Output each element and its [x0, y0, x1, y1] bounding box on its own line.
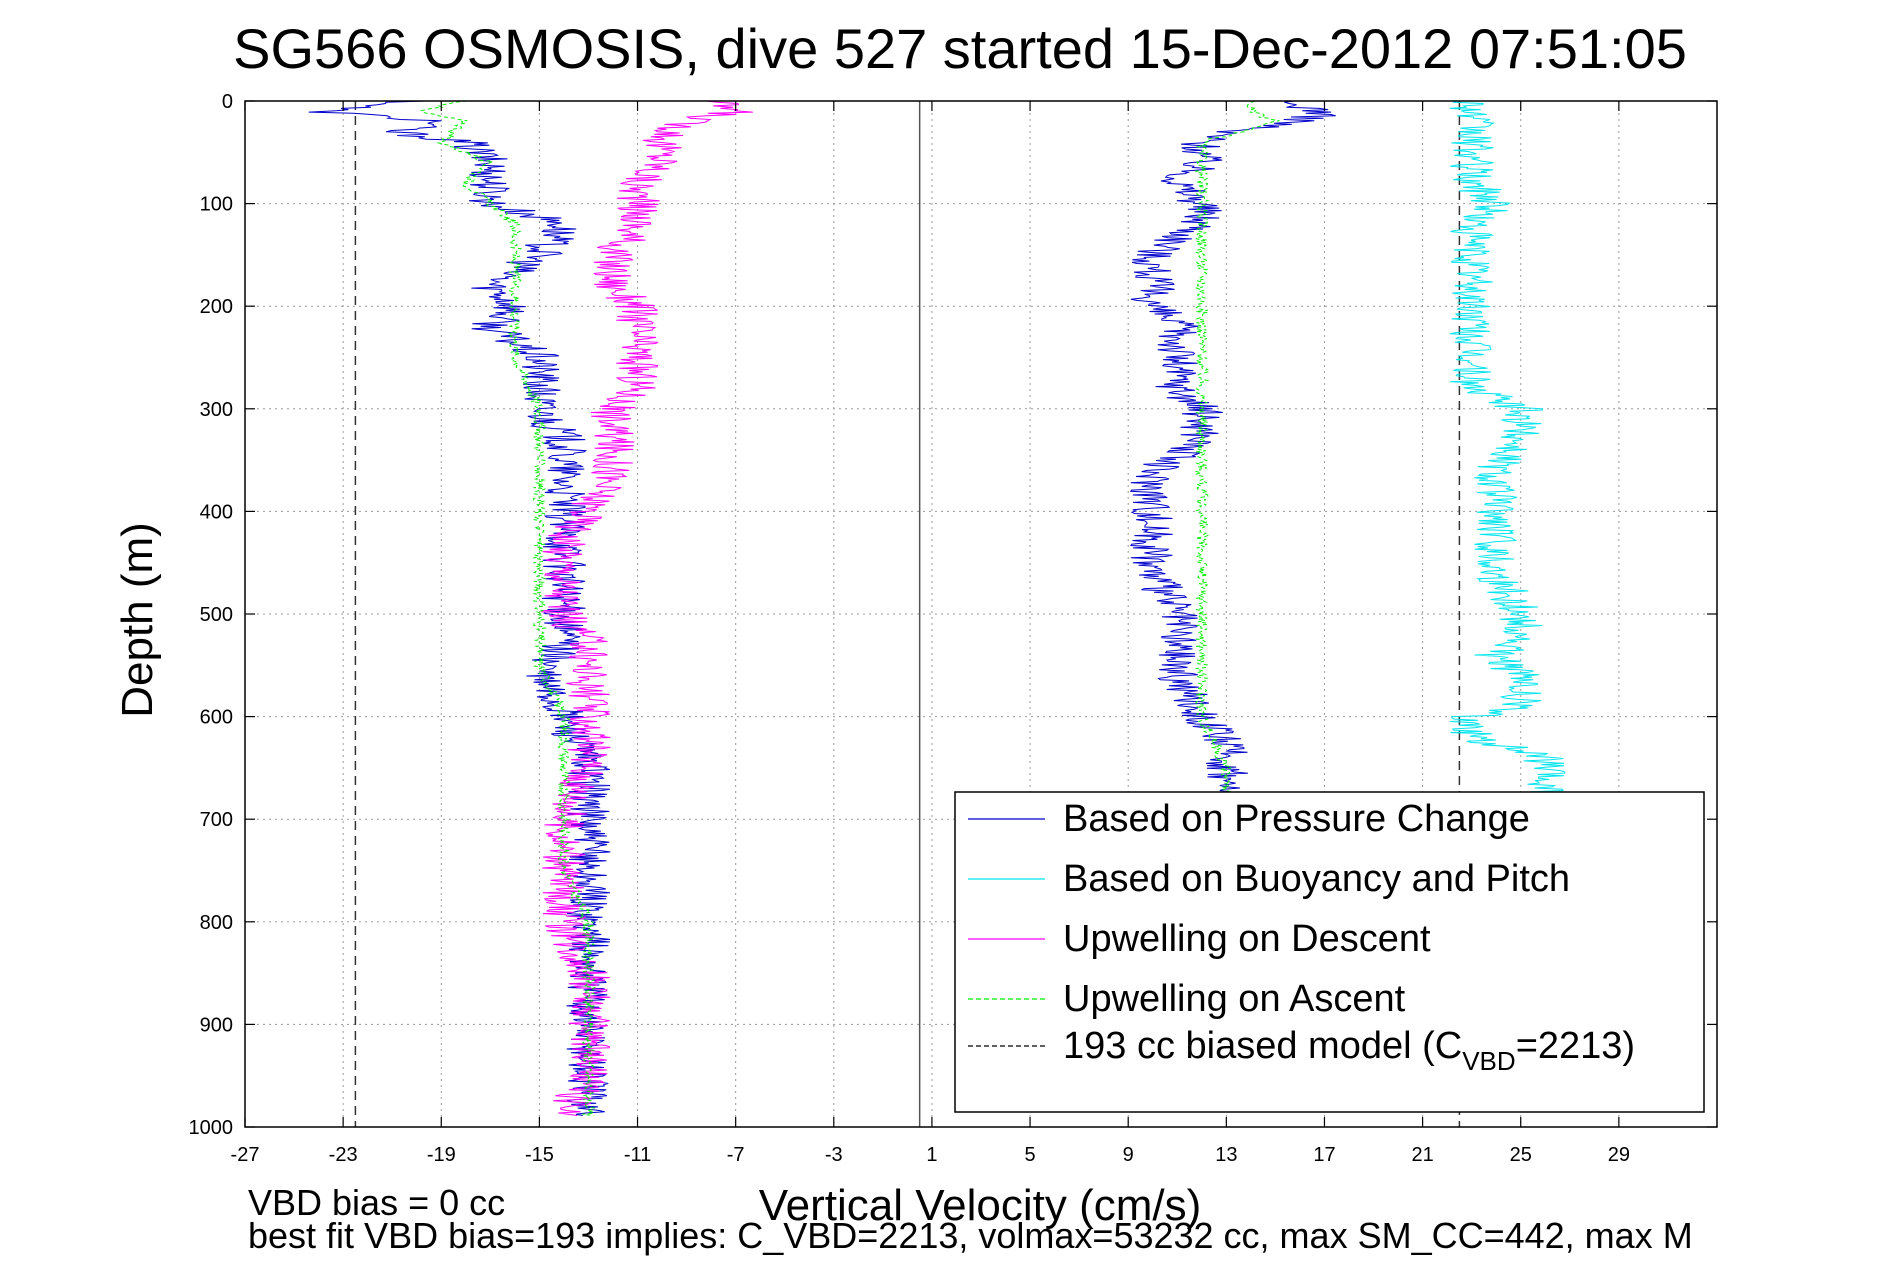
y-tick-label: 500	[200, 604, 233, 626]
y-tick-label: 100	[200, 194, 233, 216]
y-tick-label: 200	[200, 296, 233, 318]
y-tick-label: 400	[200, 501, 233, 523]
x-tick-label: 1	[926, 1144, 937, 1166]
series-line-based-on-pressure-change	[1129, 100, 1336, 799]
x-tick-label: 5	[1025, 1144, 1036, 1166]
chart-title: SG566 OSMOSIS, dive 527 started 15-Dec-2…	[233, 17, 1687, 80]
x-tick-label: 21	[1411, 1144, 1433, 1166]
x-tick-label: -7	[727, 1144, 745, 1166]
x-axis-ticks: -27 -23 -19 -15 -11 -7 -3 1 5 9 13 17 21 25 29	[231, 101, 1630, 1166]
x-tick-label: 17	[1313, 1144, 1335, 1166]
series-line-upwelling-on-descent	[541, 100, 753, 1116]
y-tick-label: 600	[200, 707, 233, 729]
data-series	[308, 100, 1566, 1116]
y-tick-label: 900	[200, 1014, 233, 1036]
x-tick-label: -11	[624, 1144, 651, 1166]
legend: Based on Pressure Change Based on Buoyanc…	[954, 791, 1705, 1113]
y-tick-label: 800	[200, 912, 233, 934]
legend-label: Upwelling on Ascent	[1063, 978, 1406, 1020]
legend-label: Based on Pressure Change	[1063, 798, 1530, 840]
y-axis-ticks: 0 100 200 300 400 500 600 700 800 900 1000	[189, 91, 1717, 1139]
y-tick-label: 300	[200, 399, 233, 421]
series-line-based-on-pressure-change	[308, 100, 611, 1116]
x-tick-label: -3	[825, 1144, 843, 1166]
y-tick-label: 0	[222, 91, 233, 113]
legend-label: Upwelling on Descent	[1063, 918, 1431, 960]
x-tick-label: -23	[329, 1144, 358, 1166]
y-tick-label: 700	[200, 809, 233, 831]
best-fit-annotation: best fit VBD bias=193 implies: C_VBD=221…	[248, 1215, 1693, 1256]
series-line-based-on-buoyancy-and-pitch	[1449, 100, 1566, 799]
y-tick-label: 1000	[189, 1117, 234, 1139]
legend-box	[954, 791, 1705, 1113]
x-axis-label: Vertical Velocity (cm/s)	[759, 1181, 1202, 1230]
x-tick-label: -27	[231, 1144, 260, 1166]
x-tick-label: -19	[427, 1144, 456, 1166]
series-line-upwelling-on-ascent	[420, 100, 597, 1116]
x-tick-label: 29	[1608, 1144, 1630, 1166]
series-line-upwelling-on-ascent	[1193, 100, 1280, 799]
x-tick-label: -15	[525, 1144, 554, 1166]
x-tick-label: 9	[1123, 1144, 1134, 1166]
vbd-bias-annotation: VBD bias = 0 cc	[248, 1182, 505, 1223]
x-tick-label: 13	[1215, 1144, 1237, 1166]
y-axis-label: Depth (m)	[113, 522, 162, 718]
legend-label: Based on Buoyancy and Pitch	[1063, 858, 1570, 900]
x-tick-label: 25	[1510, 1144, 1532, 1166]
